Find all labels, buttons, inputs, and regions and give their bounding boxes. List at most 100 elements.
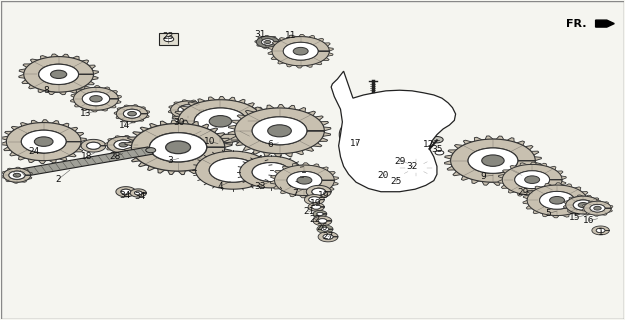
Circle shape [539,191,574,209]
Circle shape [39,64,79,84]
FancyArrow shape [596,20,614,27]
Polygon shape [366,140,421,168]
Polygon shape [107,137,139,153]
Polygon shape [74,87,118,110]
Polygon shape [451,139,535,182]
Circle shape [312,188,326,195]
Text: 26: 26 [317,223,328,232]
Circle shape [283,42,318,60]
Circle shape [261,39,274,45]
Circle shape [357,133,365,137]
Polygon shape [592,226,609,235]
Text: 12: 12 [422,140,434,149]
Polygon shape [355,119,417,150]
Circle shape [34,137,53,146]
Circle shape [264,40,271,44]
Circle shape [287,172,322,189]
Circle shape [293,47,308,55]
Polygon shape [582,200,613,216]
Polygon shape [272,36,329,66]
Text: 32: 32 [406,162,418,171]
Circle shape [364,142,372,146]
Polygon shape [304,195,324,205]
Text: 33: 33 [254,181,266,190]
Polygon shape [566,196,601,214]
Polygon shape [268,35,333,68]
Circle shape [411,165,421,170]
Circle shape [317,212,323,215]
Polygon shape [171,101,206,119]
Circle shape [364,124,372,128]
Circle shape [134,191,142,195]
Circle shape [590,204,605,212]
Polygon shape [228,105,331,157]
Text: 28: 28 [109,152,121,161]
Circle shape [400,124,408,128]
Circle shape [524,176,539,183]
Polygon shape [114,105,149,123]
Circle shape [90,96,103,102]
Circle shape [578,203,588,208]
Polygon shape [306,185,331,198]
Polygon shape [387,156,422,174]
Circle shape [312,205,321,209]
Polygon shape [318,232,338,242]
Polygon shape [116,187,136,197]
Circle shape [209,116,232,127]
Polygon shape [563,195,603,215]
Polygon shape [339,111,432,158]
Polygon shape [6,123,81,161]
Text: 1: 1 [598,228,604,237]
Circle shape [482,155,504,166]
Polygon shape [1,120,86,164]
Text: 27: 27 [322,232,334,241]
Text: FR.: FR. [566,19,586,28]
Circle shape [594,206,601,210]
Bar [159,33,178,45]
Circle shape [400,142,408,146]
Text: 15: 15 [569,213,581,222]
Text: 35: 35 [431,145,442,154]
Polygon shape [256,36,279,48]
Circle shape [368,125,404,144]
Text: 17: 17 [350,139,362,148]
Polygon shape [498,162,566,197]
Text: 9: 9 [481,172,486,181]
Polygon shape [396,157,436,178]
Polygon shape [71,86,121,112]
Polygon shape [105,135,142,154]
Circle shape [87,142,101,149]
Polygon shape [168,100,208,120]
Circle shape [297,177,312,184]
Polygon shape [317,225,333,233]
Polygon shape [444,136,541,185]
Circle shape [573,200,593,210]
Polygon shape [523,183,591,218]
Polygon shape [124,120,232,175]
Circle shape [209,158,256,182]
Bar [383,165,399,175]
Polygon shape [1,167,32,183]
Circle shape [309,197,320,203]
Circle shape [21,130,66,153]
Circle shape [252,117,307,145]
Polygon shape [584,201,611,215]
Circle shape [549,196,564,204]
Polygon shape [313,216,332,226]
Circle shape [431,137,443,143]
Polygon shape [172,97,269,146]
Text: 16: 16 [583,216,594,225]
Text: 10: 10 [204,137,216,146]
Circle shape [164,36,174,42]
Circle shape [119,142,127,147]
Text: 8: 8 [43,86,49,95]
Polygon shape [255,36,280,48]
Circle shape [9,171,25,179]
Polygon shape [24,57,94,92]
Text: 13: 13 [79,108,91,117]
Polygon shape [19,54,99,95]
Circle shape [407,133,414,137]
Polygon shape [398,159,433,177]
Circle shape [268,125,291,137]
Text: 34: 34 [119,191,130,200]
